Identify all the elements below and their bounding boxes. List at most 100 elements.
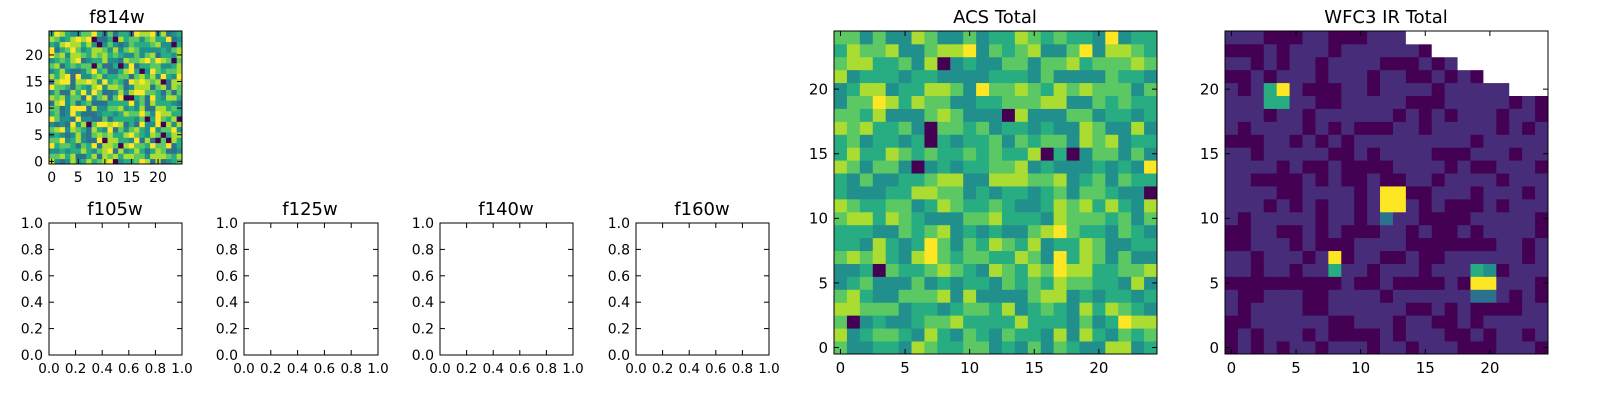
heatmap-cell — [49, 41, 55, 48]
heatmap-cell — [123, 126, 130, 133]
heatmap-cell — [160, 148, 167, 154]
heatmap-cell — [54, 116, 61, 122]
heatmap-cell — [1392, 328, 1407, 342]
heatmap-cell — [924, 211, 938, 226]
heatmap-cell — [937, 276, 951, 290]
heatmap-cell — [144, 68, 151, 74]
heatmap-cell — [49, 153, 55, 160]
heatmap-cell — [1079, 95, 1093, 109]
heatmap-cell — [54, 132, 61, 138]
heatmap-cell — [112, 78, 119, 85]
heatmap-cell — [1354, 121, 1368, 135]
heatmap-cell — [924, 186, 938, 200]
heatmap-cell — [976, 56, 990, 71]
heatmap-cell — [1418, 198, 1433, 213]
heatmap-cell — [937, 289, 951, 303]
heatmap-cell — [1315, 276, 1329, 290]
heatmap-cell — [1470, 147, 1484, 161]
heatmap-cell — [911, 289, 925, 303]
heatmap-cell — [176, 110, 183, 117]
heatmap-cell — [1027, 134, 1042, 148]
heatmap-cell — [134, 116, 140, 122]
heatmap-cell — [1131, 186, 1145, 200]
heatmap-cell — [859, 224, 874, 239]
heatmap-cell — [1341, 160, 1355, 174]
heatmap-cell — [1367, 108, 1381, 122]
heatmap-cell — [846, 250, 861, 264]
heatmap-cell — [1263, 173, 1278, 187]
heatmap-cell — [1066, 211, 1080, 226]
heatmap-cell — [1092, 224, 1106, 239]
heatmap-cell — [107, 158, 114, 165]
heatmap-cell — [1302, 160, 1316, 174]
heatmap-cell — [885, 121, 899, 135]
heatmap-cell — [924, 328, 938, 342]
heatmap-cell — [160, 142, 167, 149]
heatmap-cell — [846, 276, 861, 290]
heatmap-cell — [171, 105, 178, 112]
heatmap-cell — [1328, 173, 1342, 187]
heatmap-cell — [54, 148, 61, 154]
heatmap-cell — [1405, 31, 1420, 45]
heatmap-cell — [64, 116, 71, 122]
heatmap-cell — [1457, 186, 1471, 200]
heatmap-cell — [91, 31, 98, 37]
heatmap-cell — [1302, 315, 1316, 329]
heatmap-cell — [54, 105, 61, 112]
heatmap-cell — [1144, 186, 1158, 200]
heatmap-cell — [976, 31, 990, 45]
heatmap-cell — [1276, 289, 1290, 303]
heatmap-cell — [1483, 211, 1497, 226]
heatmap-cell — [989, 173, 1003, 187]
heatmap-cell — [70, 62, 76, 69]
heatmap-cell — [1470, 302, 1484, 316]
heatmap-cell — [1105, 160, 1119, 174]
heatmap-cell — [91, 57, 98, 64]
heatmap-cell — [1444, 43, 1458, 58]
y-tick-label: 0.8 — [608, 242, 630, 258]
heatmap-cell — [950, 134, 964, 148]
heatmap-cell — [989, 302, 1003, 316]
heatmap-cell — [1457, 95, 1471, 109]
heatmap-cell — [171, 36, 178, 43]
heatmap-cell — [59, 73, 66, 80]
tick-marks: 0.0 0.2 0.4 0.6 0.8 1.00.00.20.40.60.81.0 — [412, 216, 584, 377]
heatmap-cell — [1367, 289, 1381, 303]
heatmap-cell — [1431, 224, 1446, 239]
heatmap-cell — [155, 68, 162, 74]
heatmap-cell — [86, 57, 92, 64]
heatmap-cell — [1237, 237, 1252, 252]
heatmap-cell — [1118, 31, 1132, 45]
heatmap-cell — [1079, 276, 1093, 290]
heatmap-cell — [118, 132, 124, 138]
heatmap-cell — [1027, 211, 1042, 226]
heatmap-cell — [1079, 186, 1093, 200]
heatmap-cell — [1118, 69, 1132, 84]
heatmap-cell — [924, 31, 938, 45]
heatmap-cell — [1237, 147, 1252, 161]
heatmap-cell — [1418, 134, 1433, 148]
heatmap-cell — [49, 73, 55, 80]
heatmap-cell — [1027, 276, 1042, 290]
heatmap-cell — [96, 110, 103, 117]
heatmap-cell — [937, 341, 951, 355]
heatmap-cell — [834, 160, 848, 174]
heatmap-cell — [176, 31, 183, 37]
heatmap-cell — [1341, 315, 1355, 329]
heatmap-cell — [1092, 43, 1106, 58]
heatmap-cell — [139, 89, 146, 96]
y-tick-label: 0.2 — [608, 322, 630, 338]
heatmap-cell — [1418, 147, 1433, 161]
heatmap-cell — [885, 224, 899, 239]
heatmap-cell — [1289, 121, 1303, 135]
heatmap-cell — [1237, 31, 1252, 45]
heatmap-cell — [1405, 341, 1420, 355]
heatmap-cell — [1457, 173, 1471, 187]
heatmap-cell — [1289, 263, 1303, 277]
y-tick-label: 10 — [25, 101, 43, 117]
heatmap-cell — [1470, 328, 1484, 342]
heatmap-cell — [1066, 250, 1080, 264]
heatmap-cell — [86, 52, 92, 58]
heatmap-cell — [1053, 250, 1067, 264]
heatmap-cell — [1496, 173, 1510, 187]
